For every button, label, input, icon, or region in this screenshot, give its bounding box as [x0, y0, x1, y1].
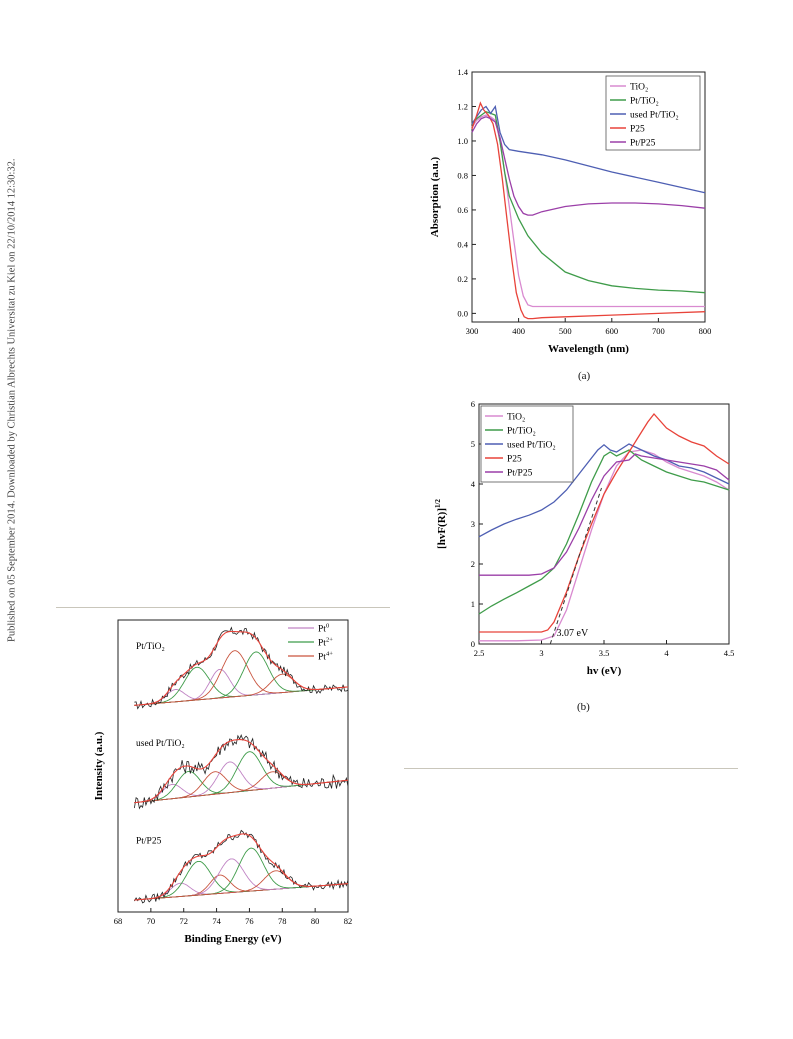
legend-label-superscript: 0: [326, 623, 329, 630]
y-axis-label: Intensity (a.u.): [93, 731, 105, 800]
x-tick-label: 70: [147, 916, 156, 926]
legend-label: used Pt/TiO₂: [630, 111, 679, 121]
y-tick-label: 5: [471, 439, 475, 449]
x-tick-label: 800: [699, 326, 712, 336]
x-axis-label: Wavelength (nm): [548, 343, 629, 355]
plot-frame: [471, 71, 706, 323]
legend-label: Pt0: [318, 623, 329, 635]
stack-label: used Pt/TiO₂: [136, 739, 185, 749]
legend-label: P25: [630, 125, 645, 135]
y-tick-label: 6: [471, 399, 475, 409]
absorption-chart: 300 400 500 600 700 800 0.0 0.2 0.4 0.6 0.8 1.0 1.2 1…: [429, 67, 712, 355]
y-tick-label: 0.6: [457, 205, 468, 215]
x-tick-label: 2.5: [474, 648, 485, 658]
x-tick-label: 400: [512, 326, 525, 336]
y-tick-label: 3: [471, 519, 475, 529]
y-axis-label: Absorption (a.u.): [429, 156, 441, 237]
y-tick-label: 4: [471, 479, 476, 489]
series-line-pt-p25: [479, 453, 730, 576]
legend-label: Pt2+: [318, 637, 333, 649]
y-axis-label: [hvF(R)]1/2: [434, 499, 448, 549]
legend-label: Pt4+: [318, 651, 333, 663]
legend-box: [605, 75, 701, 151]
y-tick-label: 2: [471, 559, 475, 569]
series-line-p25: [471, 101, 706, 320]
fit-component-pt-tio--1: [134, 666, 349, 706]
series-line-p25: [479, 412, 730, 633]
divider-left: [56, 607, 390, 608]
stack-label: Pt/P25: [136, 837, 162, 847]
fit-component-pt-p25-5: [134, 870, 349, 901]
x-tick-label: 4.5: [724, 648, 735, 658]
y-tick-label: 1.4: [457, 67, 468, 77]
divider-right: [404, 768, 738, 769]
legend-label: P25: [507, 455, 522, 465]
y-tick-label: 1.2: [457, 101, 468, 111]
series-line-pt-tio2: [478, 449, 730, 615]
bandgap-annotation: 3.07 eV: [557, 628, 589, 639]
y-tick-label: 1: [471, 599, 475, 609]
legend-label: used Pt/TiO₂: [507, 441, 556, 451]
xps-chart: 68 70 72 74 76 78 80 82 Binding Energy (eV) Inten…: [93, 619, 353, 945]
series-line-tio2: [471, 114, 705, 308]
tangent-line: [549, 487, 602, 645]
x-tick-label: 3: [539, 648, 543, 658]
series-line-used-pt-tio2: [478, 443, 730, 538]
y-tick-label: 0: [471, 639, 475, 649]
x-tick-label: 500: [559, 326, 572, 336]
legend-label-superscript: 2+: [326, 637, 333, 644]
x-axis-label: hv (eV): [587, 665, 622, 677]
fit-envelope-used-pt-tio-: [134, 739, 349, 804]
x-tick-label: 300: [466, 326, 479, 336]
publication-note: Published on 05 September 2014. Download…: [6, 158, 18, 642]
y-axis-label-exponent: 1/2: [434, 499, 442, 508]
y-tick-label: 0.8: [457, 170, 468, 180]
x-tick-label: 80: [311, 916, 320, 926]
y-tick-label: 0.2: [457, 274, 468, 284]
plot-frame: [117, 619, 349, 913]
x-tick-label: 72: [179, 916, 188, 926]
x-tick-label: 700: [652, 326, 665, 336]
fit-envelope-pt-tio-: [134, 630, 349, 706]
fit-component-pt-tio--3: [134, 650, 349, 706]
series-line-pt-p25: [471, 116, 706, 216]
y-tick-label: 0.0: [457, 308, 468, 318]
legend-label: Pt/TiO₂: [630, 97, 659, 107]
x-tick-label: 82: [344, 916, 353, 926]
fit-envelope-pt-p25: [134, 833, 349, 901]
y-tick-label: 0.4: [457, 239, 468, 249]
x-tick-label: 78: [278, 916, 287, 926]
panel-label-a: (a): [578, 370, 591, 382]
legend-label: Pt/P25: [507, 469, 533, 479]
legend-label-superscript: 4+: [326, 651, 333, 658]
panel-label-b: (b): [577, 701, 590, 713]
x-tick-label: 3.5: [599, 648, 610, 658]
legend-label: TiO₂: [630, 83, 648, 93]
legend-label: Pt/P25: [630, 139, 656, 149]
y-tick-label: 1.0: [457, 136, 468, 146]
legend-label: Pt/TiO₂: [507, 427, 536, 437]
x-tick-label: 68: [114, 916, 123, 926]
tauc-plot-chart: 2.5 3 3.5 4 4.5 0 1 2 3 4 5 6 3.07 eV hv (eV) [hvF(R)]…: [434, 399, 735, 677]
x-tick-label: 76: [245, 916, 254, 926]
series-line-tio2: [479, 449, 730, 642]
x-tick-label: 74: [212, 916, 221, 926]
fit-component-pt-tio--4: [134, 651, 349, 706]
x-tick-label: 600: [605, 326, 618, 336]
stack-label: Pt/TiO₂: [136, 642, 165, 652]
x-tick-label: 4: [664, 648, 669, 658]
x-axis-label: Binding Energy (eV): [184, 933, 282, 945]
legend-label: TiO₂: [507, 413, 525, 423]
